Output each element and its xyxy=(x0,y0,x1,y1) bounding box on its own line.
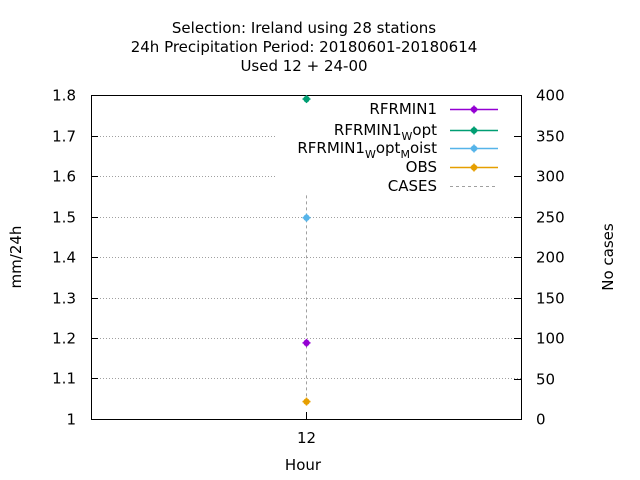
y2-tick-label: 350 xyxy=(536,128,565,146)
y2-axis-label: No cases xyxy=(599,223,617,291)
legend-label-part: RFRMIN1 xyxy=(297,139,365,157)
y-axis-label: mm/24h xyxy=(7,226,25,289)
y-tick-label: 1.6 xyxy=(52,168,76,186)
legend-label-part: RFRMIN1 xyxy=(369,100,437,118)
y-tick-label: 1.4 xyxy=(52,249,76,267)
legend-label-0: RFRMIN1 xyxy=(369,100,437,118)
legend-background xyxy=(277,96,520,194)
chart-title-line: Used 12 + 24-00 xyxy=(240,57,367,75)
y-tick-label: 1.3 xyxy=(52,290,76,308)
y2-tick-label: 200 xyxy=(536,249,565,267)
legend-label-part: W xyxy=(365,148,376,161)
y-tick-label: 1.2 xyxy=(52,330,76,348)
chart-title-line: 24h Precipitation Period: 20180601-20180… xyxy=(131,38,478,56)
y-tick-label: 1.7 xyxy=(52,128,76,146)
legend-label-part: M xyxy=(400,148,410,161)
legend-label-part: opt xyxy=(376,139,401,157)
y2-tick-label: 50 xyxy=(536,371,555,389)
legend-label-part: CASES xyxy=(388,177,437,195)
y2-tick-label: 0 xyxy=(536,411,546,429)
legend-label-1: RFRMIN1Wopt xyxy=(334,121,437,143)
legend-label-3: OBS xyxy=(406,158,437,176)
legend-label-2: RFRMIN1WoptMoist xyxy=(297,139,437,161)
legend-label-part: OBS xyxy=(406,158,437,176)
y2-tick-label: 300 xyxy=(536,168,565,186)
y2-tick-label: 100 xyxy=(536,330,565,348)
y2-tick-label: 150 xyxy=(536,290,565,308)
x-tick-label: 12 xyxy=(297,429,316,447)
y2-tick-label: 250 xyxy=(536,209,565,227)
y2-tick-label: 400 xyxy=(536,87,565,105)
legend-label-part: oist xyxy=(410,139,437,157)
legend-label-part: RFRMIN1 xyxy=(334,121,402,139)
y-tick-label: 1 xyxy=(66,411,76,429)
y-tick-label: 1.5 xyxy=(52,209,76,227)
x-axis-label: Hour xyxy=(285,456,322,474)
chart-title-line: Selection: Ireland using 28 stations xyxy=(172,19,436,37)
y-tick-label: 1.8 xyxy=(52,87,76,105)
y-tick-label: 1.1 xyxy=(52,370,76,388)
legend-label-4: CASES xyxy=(388,177,437,195)
legend-label-part: W xyxy=(402,130,413,143)
legend-label-part: opt xyxy=(412,121,437,139)
